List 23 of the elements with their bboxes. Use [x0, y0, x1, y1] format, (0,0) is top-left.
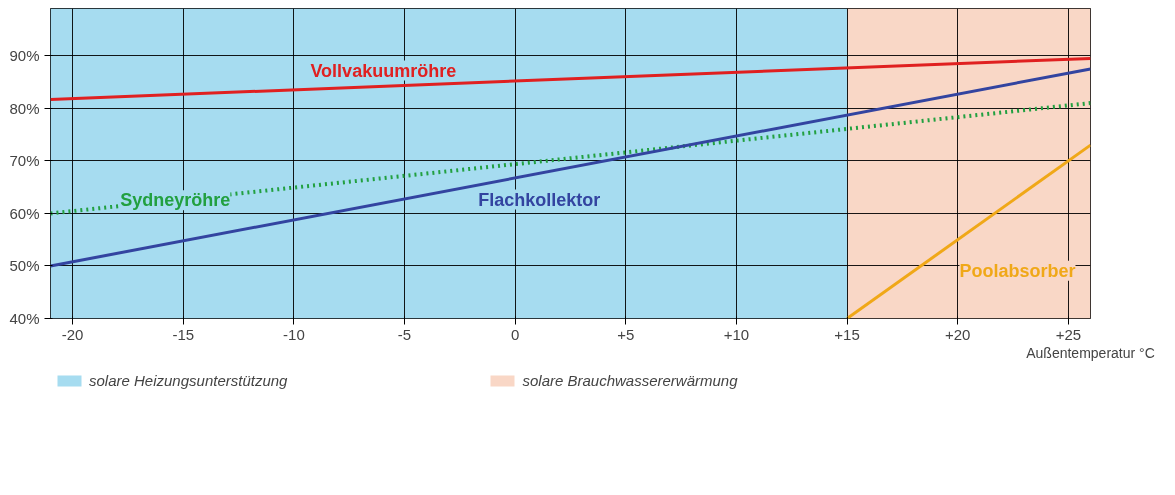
x-tick-label: +25	[1055, 325, 1082, 343]
x-tick-label: -20	[61, 325, 84, 343]
x-tick-label: -15	[172, 325, 195, 343]
series-label: Vollvakuumröhre	[310, 60, 457, 81]
x-tick-label: +20	[945, 325, 971, 343]
x-tick-label: 0	[511, 325, 520, 343]
legend-label: solare Heizungsunterstützung	[89, 371, 288, 389]
x-tick-label: -5	[397, 325, 412, 343]
x-tick-label: +5	[617, 325, 635, 343]
x-tick-label: +15	[834, 325, 860, 343]
x-tick-label: -10	[283, 325, 305, 343]
y-tick-label: 40%	[9, 310, 40, 327]
legend-label: solare Brauchwassererwärmung	[522, 371, 738, 389]
y-tick-label: 80%	[9, 99, 40, 117]
series-label: Flachkollektor	[478, 189, 601, 210]
x-axis-title: Außentemperatur °C	[1026, 344, 1155, 361]
x-tick-label: +10	[723, 325, 750, 343]
y-tick-label: 70%	[9, 152, 40, 170]
y-tick-label: 50%	[9, 257, 40, 275]
y-tick-label: 90%	[9, 47, 40, 65]
series-label: Poolabsorber	[959, 260, 1076, 281]
y-tick-label: 60%	[9, 204, 40, 222]
series-label: Sydneyröhre	[120, 190, 231, 211]
